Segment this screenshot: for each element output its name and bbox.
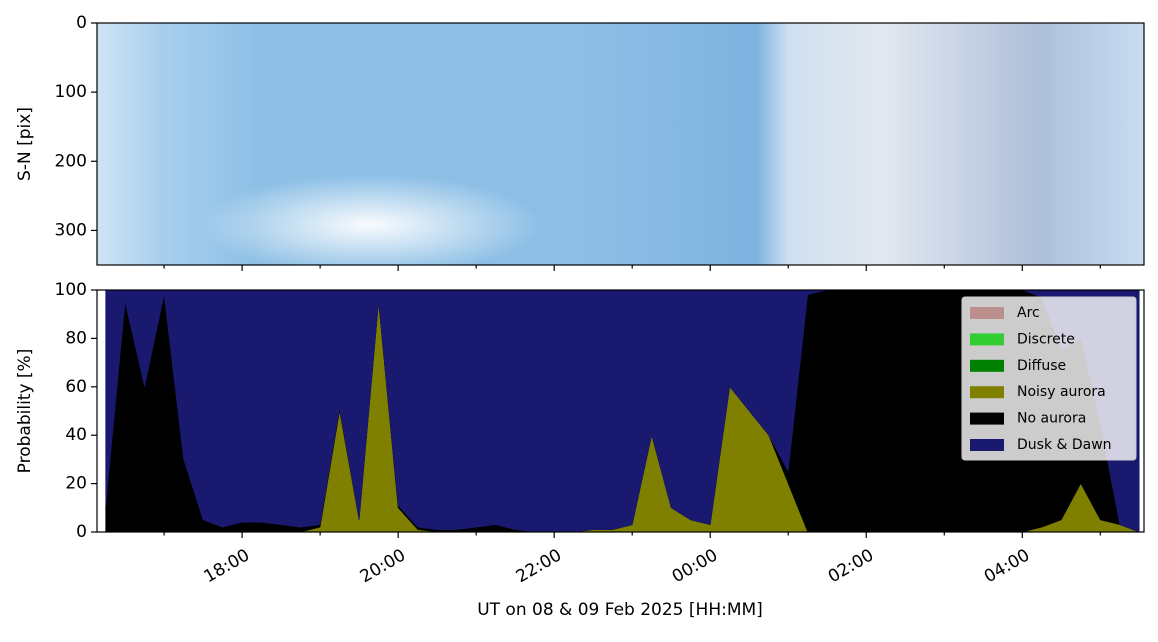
keogram-image [97, 23, 1144, 275]
legend-swatch [970, 359, 1004, 372]
legend-swatch [970, 307, 1004, 319]
legend-swatch [970, 333, 1004, 346]
x-tick-label: 18:00 [201, 545, 253, 587]
legend-label: No aurora [1017, 411, 1086, 427]
legend-box [961, 296, 1137, 461]
legend-label: Diffuse [1017, 358, 1066, 374]
plot-frame [96, 22, 1145, 266]
y-tick-label: 300 [55, 220, 87, 240]
x-tick-label: 04:00 [981, 545, 1033, 587]
y-axis-label: S-N [pix] [15, 107, 35, 181]
legend-label: Dusk & Dawn [1017, 437, 1112, 453]
y-tick-label: 80 [65, 328, 87, 348]
legend-swatch [970, 386, 1004, 399]
y-tick-label: 100 [55, 82, 87, 102]
x-axis-label: UT on 08 & 09 Feb 2025 [HH:MM] [477, 600, 763, 620]
legend-label: Noisy aurora [1017, 384, 1106, 400]
x-tick-label: 02:00 [825, 545, 877, 587]
legend-label: Arc [1017, 305, 1040, 321]
legend-label: Discrete [1017, 331, 1075, 347]
y-tick-label: 100 [55, 280, 87, 300]
legend-swatch [970, 412, 1004, 425]
y-tick-label: 0 [76, 13, 87, 33]
y-tick-label: 20 [65, 474, 87, 494]
x-tick-label: 00:00 [669, 545, 721, 587]
y-tick-label: 200 [55, 151, 87, 171]
x-tick-label: 22:00 [513, 545, 565, 587]
legend-swatch [970, 439, 1004, 451]
y-tick-label: 60 [65, 377, 87, 397]
y-axis-label: Probability [%] [15, 349, 35, 474]
x-tick-label: 20:00 [357, 545, 409, 587]
y-tick-label: 40 [65, 425, 87, 445]
y-tick-label: 0 [76, 522, 87, 542]
plot-frame [96, 289, 1145, 533]
